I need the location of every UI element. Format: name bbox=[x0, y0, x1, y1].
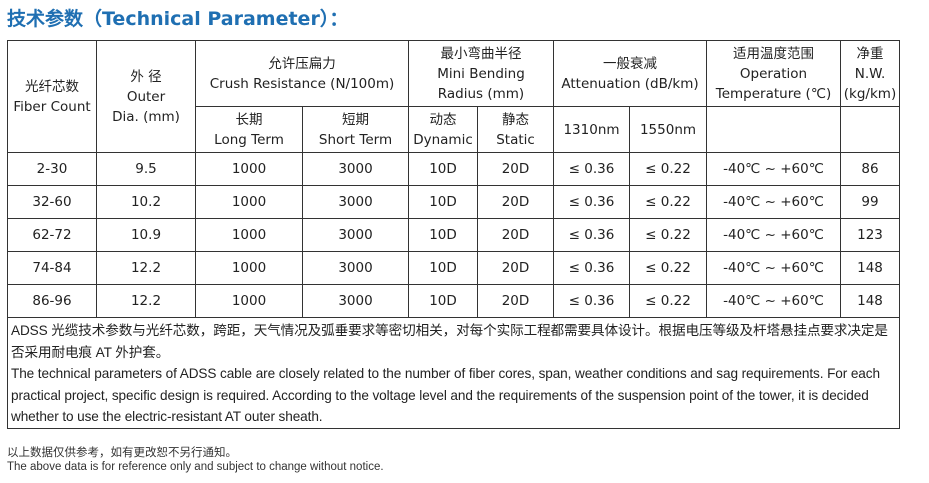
header-temp: 适用温度范围 Operation Temperature (℃) bbox=[706, 40, 842, 107]
header-att-1310: 1310nm bbox=[553, 106, 631, 153]
table-row: 62-72 10.9 1000 3000 10D 20D ≤ 0.36 ≤ 0.22 -40℃ … bbox=[7, 218, 901, 252]
table-cell: -40℃ ~ +60℃ bbox=[706, 251, 842, 285]
table-cell: ≤ 0.36 bbox=[553, 284, 631, 318]
note-chinese: ADSS 光缆技术参数与光纤芯数，跨距，天气情况及弧垂要求等密切相关，对每个实际… bbox=[11, 323, 888, 360]
table-cell: 148 bbox=[840, 284, 901, 318]
header-fiber-count: 光纤芯数 Fiber Count bbox=[7, 40, 97, 153]
table-cell: 99 bbox=[840, 185, 901, 219]
table-cell: 3000 bbox=[302, 185, 409, 219]
table-cell: 2-30 bbox=[7, 152, 97, 186]
table-row: 32-60 10.2 1000 3000 10D 20D ≤ 0.36 ≤ 0.22 -40℃ … bbox=[7, 185, 901, 219]
table-cell: 20D bbox=[476, 218, 555, 252]
table-cell: ≤ 0.36 bbox=[553, 185, 631, 219]
header-attenuation: 一般衰减 Attenuation (dB/km) bbox=[553, 40, 708, 107]
table-cell: 3000 bbox=[302, 251, 409, 285]
header-att-1550: 1550nm bbox=[629, 106, 708, 153]
header-weight: 净重 N.W. (kg/km) bbox=[840, 40, 901, 107]
table-cell: 62-72 bbox=[7, 218, 97, 252]
table-cell: ≤ 0.22 bbox=[629, 185, 708, 219]
note-box: ADSS 光缆技术参数与光纤芯数，跨距，天气情况及弧垂要求等密切相关，对每个实际… bbox=[7, 318, 900, 429]
note-english: The technical parameters of ADSS cable a… bbox=[11, 366, 880, 424]
table-cell: 148 bbox=[840, 251, 901, 285]
table-cell: ≤ 0.36 bbox=[553, 152, 631, 186]
header-crush: 允许压扁力 Crush Resistance (N/100m) bbox=[195, 40, 409, 107]
table-cell: ≤ 0.36 bbox=[553, 218, 631, 252]
header-weight-blank bbox=[840, 106, 901, 153]
table-cell: 1000 bbox=[195, 152, 303, 186]
table-cell: ≤ 0.22 bbox=[629, 284, 708, 318]
header-bend-static: 静态 Static bbox=[476, 106, 555, 153]
table-cell: ≤ 0.22 bbox=[629, 218, 708, 252]
parameter-table: 光纤芯数 Fiber Count 外 径 Outer Dia. (mm) 允许压扁力 C… bbox=[7, 40, 901, 318]
table-cell: 10D bbox=[408, 251, 478, 285]
table-cell: 10D bbox=[408, 284, 478, 318]
table-cell: 20D bbox=[476, 152, 555, 186]
table-cell: -40℃ ~ +60℃ bbox=[706, 284, 842, 318]
table-cell: 3000 bbox=[302, 284, 409, 318]
header-outer-dia: 外 径 Outer Dia. (mm) bbox=[96, 40, 196, 153]
page-title: 技术参数（Technical Parameter）： bbox=[7, 8, 349, 30]
table-cell: 3000 bbox=[302, 218, 409, 252]
header-bending: 最小弯曲半径 Mini Bending Radius (mm) bbox=[407, 40, 555, 107]
table-cell: 10.9 bbox=[96, 218, 196, 252]
table-cell: ≤ 0.36 bbox=[553, 251, 631, 285]
table-cell: 74-84 bbox=[7, 251, 97, 285]
table-row: 2-30 9.5 1000 3000 10D 20D ≤ 0.36 ≤ 0.22 -40℃ ~ … bbox=[7, 152, 901, 186]
header-crush-short: 短期 Short Term bbox=[302, 106, 409, 153]
table-cell: 3000 bbox=[302, 152, 409, 186]
footer-chinese: 以上数据仅供参考，如有更改恕不另行通知。 bbox=[7, 447, 237, 459]
table-cell: 10D bbox=[408, 152, 478, 186]
table-cell: 123 bbox=[840, 218, 901, 252]
header-bend-dynamic: 动态 Dynamic bbox=[408, 106, 478, 153]
table-cell: 20D bbox=[476, 185, 555, 219]
table-cell: 1000 bbox=[195, 218, 303, 252]
table-cell: 20D bbox=[476, 284, 555, 318]
table-cell: ≤ 0.22 bbox=[629, 152, 708, 186]
table-cell: 10.2 bbox=[96, 185, 196, 219]
table-cell: -40℃ ~ +60℃ bbox=[706, 218, 842, 252]
table-cell: 12.2 bbox=[96, 251, 196, 285]
table-cell: 20D bbox=[476, 251, 555, 285]
table-row: 86-96 12.2 1000 3000 10D 20D ≤ 0.36 ≤ 0.22 -40℃ … bbox=[7, 284, 901, 318]
table-cell: 1000 bbox=[195, 185, 303, 219]
header-crush-long: 长期 Long Term bbox=[195, 106, 303, 153]
footer-english: The above data is for reference only and… bbox=[7, 461, 384, 473]
table-cell: 10D bbox=[408, 218, 478, 252]
table-row: 74-84 12.2 1000 3000 10D 20D ≤ 0.36 ≤ 0.22 -40℃ … bbox=[7, 251, 901, 285]
table-cell: 86-96 bbox=[7, 284, 97, 318]
table-cell: 9.5 bbox=[96, 152, 196, 186]
table-cell: 1000 bbox=[195, 251, 303, 285]
table-cell: -40℃ ~ +60℃ bbox=[706, 152, 842, 186]
table-cell: 32-60 bbox=[7, 185, 97, 219]
table-cell: ≤ 0.22 bbox=[629, 251, 708, 285]
table-cell: 1000 bbox=[195, 284, 303, 318]
header-temp-blank bbox=[706, 106, 842, 153]
table-cell: 10D bbox=[408, 185, 478, 219]
table-cell: -40℃ ~ +60℃ bbox=[706, 185, 842, 219]
table-cell: 12.2 bbox=[96, 284, 196, 318]
table-cell: 86 bbox=[840, 152, 901, 186]
